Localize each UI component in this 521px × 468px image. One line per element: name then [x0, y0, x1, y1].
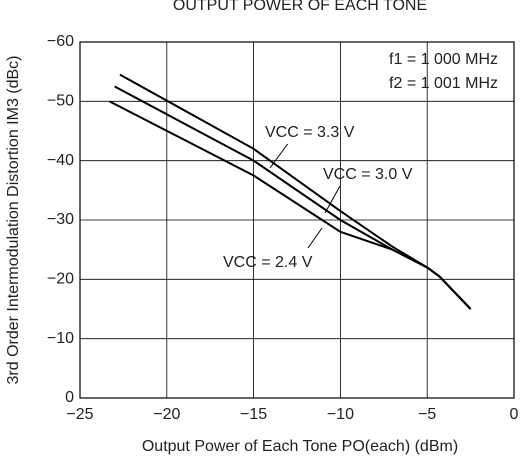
y-tick-label: −50	[47, 93, 74, 110]
y-tick-label: −60	[47, 33, 74, 50]
x-tick-label: −20	[153, 406, 180, 423]
x-tick-label: 0	[510, 406, 519, 423]
label-bg	[318, 164, 428, 186]
x-tick-label: −25	[66, 406, 93, 423]
label-bg	[218, 252, 328, 274]
y-axis-label: 3rd Order Intermodulation Distortion IM3…	[5, 55, 22, 384]
annotation: f1 = 1 000 MHz	[389, 51, 498, 68]
y-tick-label: −20	[47, 271, 74, 288]
x-axis-label: Output Power of Each Tone PO(each) (dBm)	[142, 438, 458, 455]
series-line	[114, 85, 472, 310]
annotation-box	[368, 47, 508, 97]
y-tick-label: −40	[47, 152, 74, 169]
series-label: VCC = 3.3 V	[265, 124, 355, 141]
label-bg	[260, 122, 370, 144]
series-line	[109, 100, 472, 310]
y-tick-label: −10	[47, 330, 74, 347]
y-tick-label: 0	[65, 389, 74, 406]
series-label: VCC = 3.0 V	[323, 166, 413, 183]
chart-title: OUTPUT POWER OF EACH TONE	[173, 0, 427, 14]
y-tick-label: −30	[47, 211, 74, 228]
x-tick-label: −15	[240, 406, 267, 423]
x-tick-label: −5	[418, 406, 436, 423]
annotation: f2 = 1 001 MHz	[389, 75, 498, 92]
series-label: VCC = 2.4 V	[223, 254, 313, 271]
x-tick-label: −10	[327, 406, 354, 423]
